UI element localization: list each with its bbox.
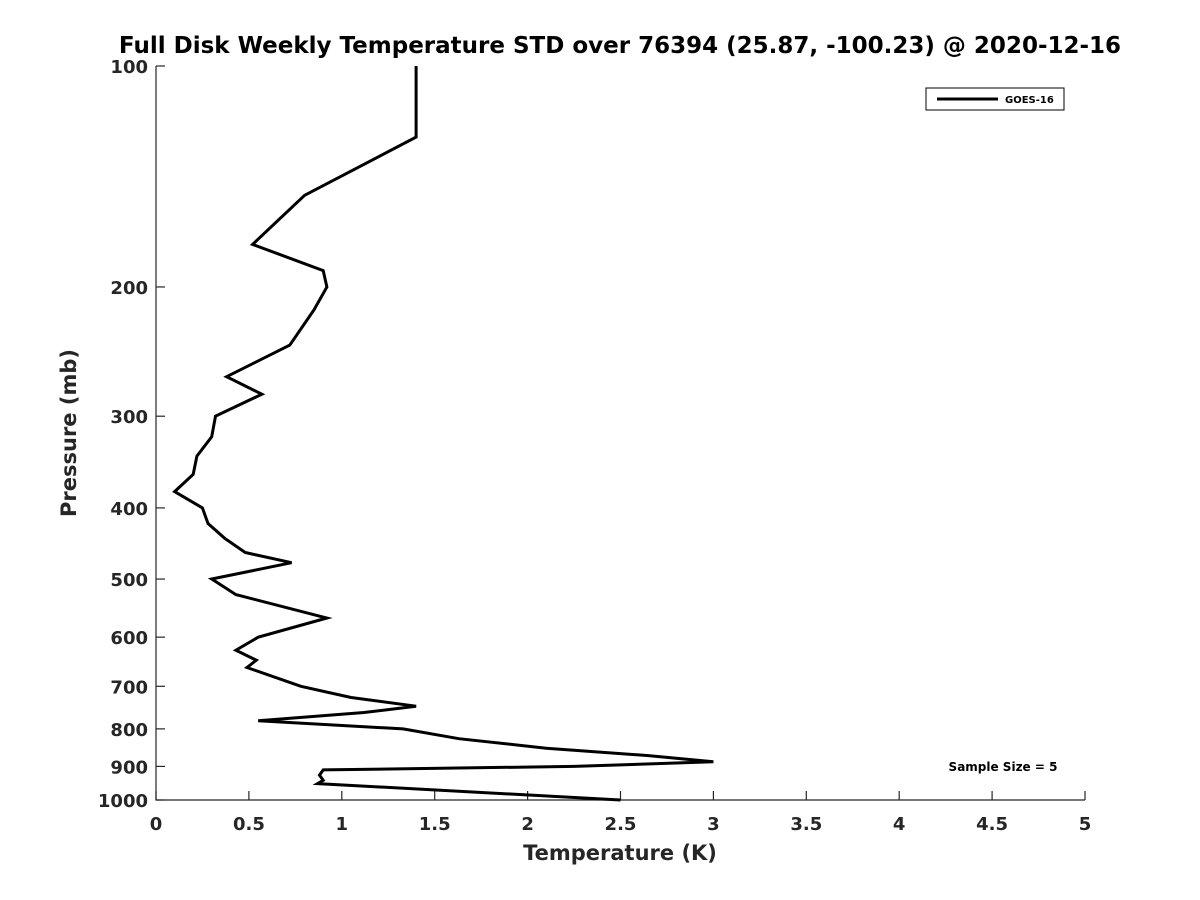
y-tick-label: 400 bbox=[110, 499, 148, 520]
x-tick-label: 0.5 bbox=[233, 814, 265, 835]
legend: GOES-16 bbox=[925, 87, 1065, 111]
legend-label-goes16: GOES-16 bbox=[1005, 95, 1054, 106]
y-tick-label: 1000 bbox=[98, 791, 148, 812]
x-tick-label: 1 bbox=[336, 814, 349, 835]
y-tick-labels: 100 200 300 400 500 600 700 800 900 1000 bbox=[98, 57, 148, 812]
y-tick-label: 100 bbox=[110, 57, 148, 78]
x-tick-label: 5 bbox=[1079, 814, 1092, 835]
y-tick-label: 300 bbox=[110, 407, 148, 428]
sample-size-annotation: Sample Size = 5 bbox=[949, 760, 1058, 774]
x-tick-label: 0 bbox=[150, 814, 163, 835]
y-tick-label: 900 bbox=[110, 757, 148, 778]
x-tick-label: 2.5 bbox=[605, 814, 637, 835]
x-tick-label: 3 bbox=[707, 814, 720, 835]
x-tick-label: 4 bbox=[893, 814, 906, 835]
y-tick-label: 800 bbox=[110, 720, 148, 741]
tick-marks bbox=[155, 65, 1086, 801]
series-layer bbox=[172, 66, 714, 802]
x-tick-label: 1.5 bbox=[419, 814, 451, 835]
y-tick-label: 200 bbox=[110, 278, 148, 299]
chart-title: Full Disk Weekly Temperature STD over 76… bbox=[119, 33, 1121, 59]
y-tick-label: 500 bbox=[110, 570, 148, 591]
y-tick-label: 700 bbox=[110, 677, 148, 698]
x-axis-label: Temperature (K) bbox=[523, 841, 717, 865]
x-tick-label: 2 bbox=[521, 814, 534, 835]
y-axis-label: Pressure (mb) bbox=[57, 349, 81, 517]
x-tick-label: 3.5 bbox=[790, 814, 822, 835]
series-line-goes-16 bbox=[172, 66, 714, 802]
x-tick-label: 4.5 bbox=[976, 814, 1008, 835]
x-tick-labels: 0 0.5 1 1.5 2 2.5 3 3.5 4 4.5 5 bbox=[150, 814, 1092, 835]
y-tick-label: 600 bbox=[110, 628, 148, 649]
plot-axes bbox=[155, 66, 1085, 801]
